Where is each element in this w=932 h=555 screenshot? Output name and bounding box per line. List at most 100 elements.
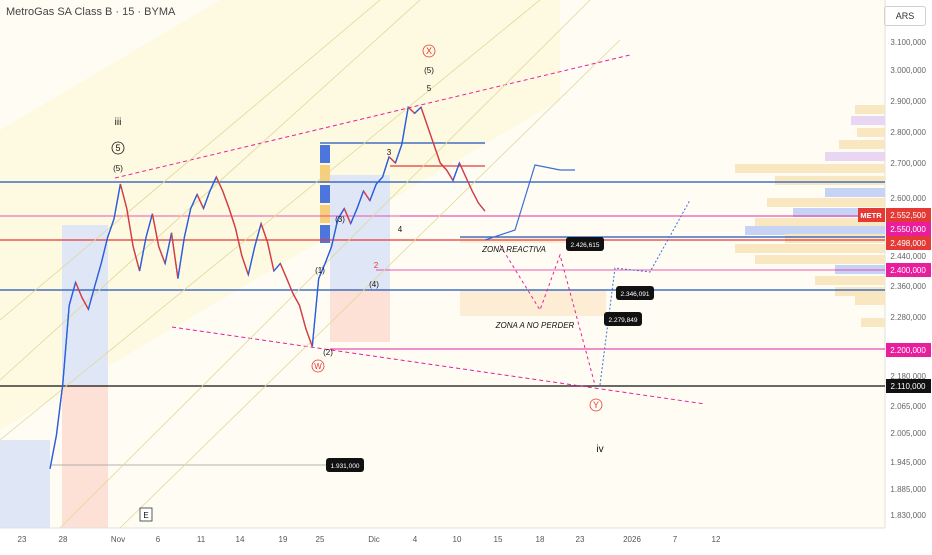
y-tick-label: 3.100,000 (890, 38, 926, 47)
price-label (886, 208, 931, 222)
volume-profile-bar (775, 176, 885, 185)
price-segment (273, 263, 281, 272)
price-segment (260, 223, 269, 243)
price-segment (382, 156, 390, 178)
symbol-tag (858, 208, 885, 222)
annotation: 4 (398, 225, 403, 234)
price-segment (234, 228, 243, 257)
annotation: 3 (387, 148, 392, 157)
x-tick-label: 2026 (623, 535, 641, 544)
price-segment (145, 213, 153, 238)
price-segment (266, 241, 275, 272)
price-label-text: 2.110,000 (891, 382, 927, 391)
price-segment (343, 208, 352, 224)
price-segment (375, 176, 384, 185)
x-tick-label: 15 (494, 535, 503, 544)
price-segment (446, 169, 454, 181)
x-tick-label: 6 (156, 535, 161, 544)
annotation: (1) (315, 266, 325, 275)
price-segment (196, 194, 205, 209)
price-segment (471, 190, 480, 204)
price-callout-text: 2.426,615 (571, 242, 600, 249)
y-tick-label: 3.000,000 (890, 66, 926, 75)
price-segment (369, 183, 377, 201)
price-label-text: 2.550,000 (890, 225, 926, 234)
volume-profile-bar (851, 116, 885, 125)
annotation: (5) (424, 66, 434, 75)
price-segment (279, 263, 288, 279)
annotation: X (426, 46, 432, 56)
x-tick-label: 4 (413, 535, 418, 544)
price-segment (113, 183, 122, 220)
x-tick-label: 18 (536, 535, 545, 544)
x-tick-label: 12 (712, 535, 721, 544)
x-tick-label: 23 (18, 535, 27, 544)
price-label (886, 379, 931, 393)
price-segment (458, 162, 467, 178)
volume-profile-bar (825, 188, 885, 197)
trend-line (119, 39, 621, 529)
price-segment (138, 237, 147, 272)
trend-line (114, 54, 631, 179)
price-segment (190, 194, 198, 209)
volume-profile-bar (785, 234, 885, 243)
price-segment (337, 208, 345, 220)
price-label-text: 2.498,000 (890, 239, 926, 248)
projection-path (499, 244, 596, 386)
price-segment (356, 190, 365, 209)
currency-selector[interactable]: ARS (884, 6, 926, 26)
volume-profile-bar (320, 225, 330, 243)
annotation: E (143, 511, 148, 520)
price-segment (100, 237, 109, 264)
price-segment (202, 190, 211, 209)
chart-title: MetroGas SA Class B · 15 · BYMA (6, 6, 176, 18)
price-label (886, 236, 931, 250)
price-segment (106, 218, 115, 238)
annotation: (3) (335, 215, 345, 224)
trend-line (171, 326, 706, 405)
price-segment (222, 190, 230, 209)
annotation: W (314, 362, 322, 371)
price-segment (465, 176, 473, 192)
y-tick-label: 1.945,000 (890, 458, 926, 467)
price-segment (254, 223, 262, 247)
annotation: iii (115, 117, 122, 128)
volume-profile-bar (793, 208, 885, 217)
volume-profile-bar (855, 296, 885, 305)
price-callout (616, 286, 654, 300)
price-segment (74, 282, 83, 298)
volume-profile-bar (755, 218, 885, 227)
y-tick-label: 2.800,000 (890, 128, 926, 137)
volume-profile-bar (861, 318, 885, 327)
y-tick-label: 1.885,000 (890, 485, 926, 494)
volume-profile-bar (839, 140, 885, 149)
y-tick-label: 2.600,000 (890, 194, 926, 203)
y-tick-label: 1.830,000 (890, 511, 926, 520)
price-segment (81, 297, 89, 310)
annotation: ZONA REACTIVA (481, 245, 546, 254)
x-tick-label: Nov (111, 535, 125, 544)
volume-profile-bar (320, 185, 330, 203)
annotation: iv (596, 444, 603, 455)
price-segment (407, 106, 416, 114)
price-segment (478, 202, 486, 212)
price-segment (209, 176, 217, 192)
trend-line (0, 0, 381, 321)
price-segment (414, 106, 422, 114)
price-segment (318, 263, 326, 279)
projection-path (484, 164, 575, 241)
price-segment (305, 328, 313, 347)
price-segment (126, 208, 134, 247)
price-segment (401, 107, 409, 145)
volume-profile-bar (320, 145, 330, 163)
symbol-tag-label: METR (860, 211, 882, 220)
price-segment (362, 190, 371, 201)
annotation: 5 (115, 143, 120, 153)
price-segment (439, 162, 448, 171)
volume-profile-bar (835, 287, 885, 296)
annotation: Y (593, 400, 599, 410)
price-segment (183, 208, 192, 238)
annotation: 2 (374, 261, 379, 270)
